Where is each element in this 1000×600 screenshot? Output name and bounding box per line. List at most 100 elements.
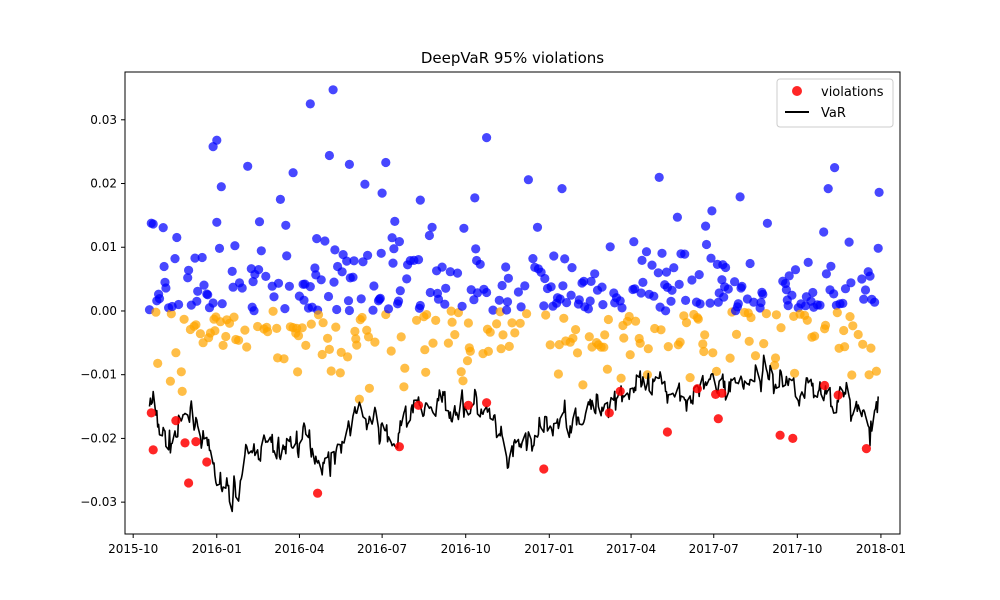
x-tick-label: 2017-01: [524, 542, 574, 556]
return-point-negative: [631, 316, 641, 326]
return-point-positive: [273, 278, 284, 288]
x-tick-label: 2016-04: [274, 542, 324, 556]
return-point-negative: [619, 333, 629, 343]
x-tick-label: 2016-10: [441, 542, 491, 556]
return-point-positive: [583, 304, 594, 314]
return-point-positive: [310, 263, 320, 273]
return-point-negative: [165, 376, 175, 386]
return-point-positive: [503, 273, 513, 283]
return-point-positive: [819, 227, 829, 237]
return-point-positive: [332, 304, 342, 315]
return-point-positive: [440, 299, 450, 309]
return-point-positive: [199, 280, 209, 290]
return-point-negative: [750, 351, 761, 361]
return-point-negative: [323, 333, 333, 343]
return-point-negative: [324, 344, 334, 354]
return-point-negative: [832, 308, 842, 318]
return-point-negative: [553, 369, 564, 379]
return-point-positive: [148, 219, 158, 229]
return-point-positive: [441, 283, 451, 293]
return-point-positive: [733, 299, 743, 309]
return-point-negative: [643, 344, 653, 354]
violation-point: [861, 444, 872, 454]
return-point-positive: [585, 296, 595, 306]
return-point-positive: [657, 248, 667, 258]
return-point-positive: [269, 292, 279, 302]
return-point-positive: [482, 287, 492, 298]
return-point-positive: [661, 267, 672, 277]
return-point-negative: [790, 368, 800, 378]
return-point-negative: [572, 348, 583, 358]
return-point-negative: [663, 342, 673, 352]
return-point-positive: [829, 289, 839, 299]
return-point-positive: [574, 295, 584, 305]
return-point-positive: [605, 242, 615, 252]
return-point-negative: [776, 323, 786, 333]
return-point-negative: [352, 340, 362, 350]
return-point-negative: [708, 348, 718, 358]
return-point-negative: [624, 311, 634, 322]
return-point-positive: [546, 282, 556, 292]
return-point-positive: [586, 276, 596, 286]
return-point-positive: [497, 280, 507, 291]
return-point-negative: [210, 326, 220, 336]
return-point-negative: [313, 310, 324, 320]
return-point-negative: [845, 312, 855, 322]
return-point-positive: [284, 281, 294, 291]
return-point-negative: [446, 306, 456, 316]
violation-point: [833, 390, 843, 400]
return-point-positive: [502, 305, 512, 315]
return-point-negative: [177, 386, 187, 396]
violation-point: [146, 408, 156, 418]
return-point-negative: [420, 345, 430, 355]
return-point-positive: [717, 275, 727, 285]
return-point-negative: [725, 353, 735, 363]
return-point-negative: [386, 346, 396, 356]
violation-point: [717, 388, 727, 398]
y-tick-label: 0.01: [90, 240, 117, 254]
return-point-positive: [393, 296, 404, 306]
return-point-negative: [443, 338, 453, 348]
return-point-positive: [873, 243, 883, 253]
return-point-positive: [707, 206, 717, 216]
return-point-negative: [195, 329, 205, 339]
return-point-negative: [746, 312, 756, 323]
return-point-negative: [616, 373, 626, 383]
return-point-positive: [762, 218, 773, 228]
return-point-positive: [368, 305, 378, 315]
return-point-positive: [516, 302, 526, 312]
legend-violations-marker: [792, 86, 802, 96]
return-point-positive: [701, 221, 711, 231]
return-point-positive: [190, 253, 200, 263]
return-point-negative: [711, 366, 722, 376]
violations-series: [146, 380, 872, 498]
return-point-negative: [839, 325, 849, 336]
return-point-positive: [615, 296, 625, 306]
return-point-positive: [597, 282, 607, 292]
return-point-positive: [844, 237, 854, 247]
return-point-positive: [161, 283, 171, 293]
return-point-negative: [699, 346, 709, 357]
return-point-positive: [413, 255, 424, 265]
return-point-positive: [343, 296, 354, 306]
return-point-positive: [735, 192, 745, 202]
x-tick-label: 2018-01: [856, 542, 906, 556]
return-point-positive: [254, 265, 264, 275]
return-point-positive: [457, 301, 467, 311]
return-point-positive: [638, 277, 648, 287]
return-point-negative: [578, 380, 588, 390]
return-point-positive: [758, 289, 768, 299]
return-point-positive: [288, 168, 298, 178]
return-point-negative: [522, 309, 532, 319]
return-point-negative: [364, 383, 374, 393]
return-point-positive: [390, 216, 400, 226]
return-point-positive: [183, 273, 193, 283]
return-point-negative: [400, 363, 410, 373]
return-point-positive: [208, 298, 218, 308]
return-point-positive: [532, 222, 543, 232]
return-point-negative: [450, 330, 460, 340]
return-point-negative: [847, 370, 857, 380]
return-point-negative: [354, 394, 364, 404]
return-point-negative: [507, 318, 517, 328]
return-point-negative: [770, 360, 780, 370]
